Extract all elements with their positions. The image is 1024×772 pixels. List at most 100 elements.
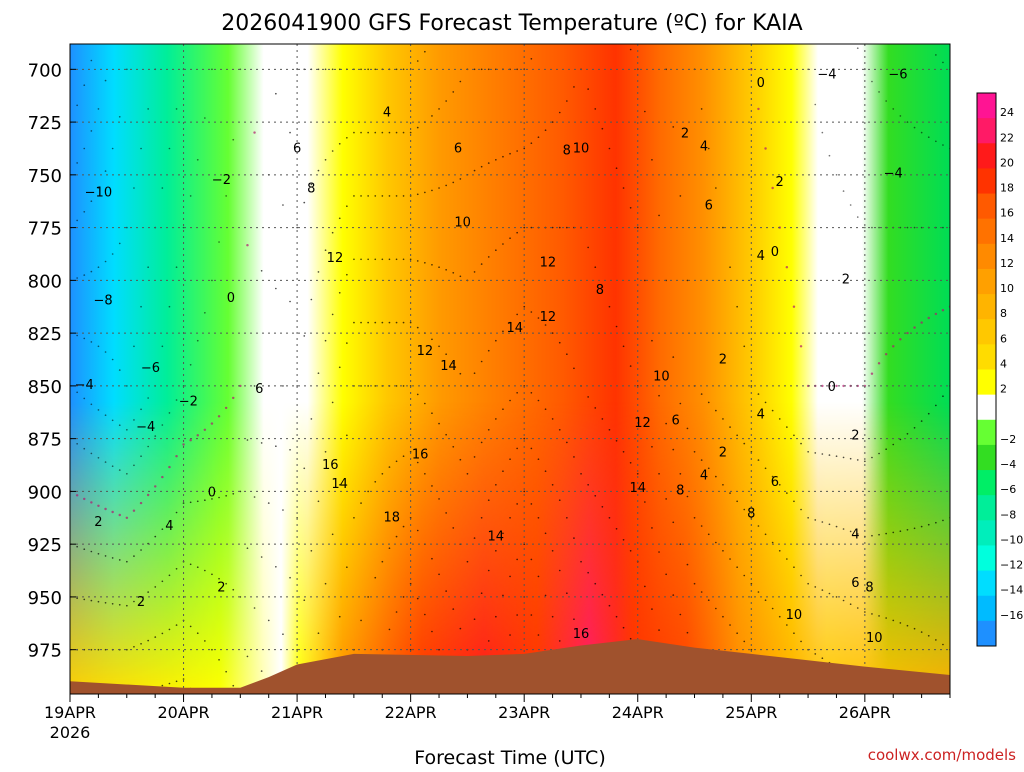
contour-label: 2 (776, 175, 784, 190)
contour-label: 0 (208, 485, 216, 500)
x-tick-label: 19APR (44, 703, 96, 722)
colorbar-label: 22 (1000, 131, 1014, 144)
contour-label: 12 (634, 416, 651, 431)
colorbar-frame (976, 92, 997, 647)
contour-label: −2 (212, 173, 231, 188)
contour-label: 12 (540, 310, 557, 325)
contour-label: 6 (454, 141, 462, 156)
contour-label: 12 (417, 344, 434, 359)
x-tick-label: 20APR (158, 703, 210, 722)
colorbar-swatch (977, 419, 996, 446)
x-tick-label: 21APR (271, 703, 323, 722)
colorbar-swatch (977, 294, 996, 320)
contour-label: 10 (573, 141, 590, 156)
contour-label: 14 (629, 481, 646, 496)
contour-label: −8 (94, 293, 113, 308)
x-axis: 19APR 20APR 21APR 22APR 23APR 24APR 25APR 26APR (44, 694, 951, 722)
contour-label: 8 (865, 580, 873, 595)
colorbar-label: −14 (1000, 584, 1023, 597)
contour-label: 2 (681, 127, 689, 142)
contour-label: 4 (383, 106, 391, 121)
x-tick-label: 23APR (498, 703, 550, 722)
contour-label: 6 (255, 382, 263, 397)
plot-frame (69, 43, 951, 695)
contour-label: 6 (851, 576, 859, 591)
contour-label: −4 (817, 68, 836, 83)
y-tick-label: 750 (28, 166, 62, 187)
y-tick-label: 700 (28, 60, 62, 81)
colorbar-label: 4 (1000, 358, 1007, 371)
contour-label: −4 (136, 420, 155, 435)
contour-label: 6 (293, 141, 301, 156)
colorbar-swatch (977, 344, 996, 370)
plot-area: −4−8−10−6−4−2−20022426681216144161812610… (70, 44, 950, 694)
colorbar-swatch (977, 93, 996, 119)
x-tick-label: 22APR (385, 703, 437, 722)
contour-label: 0 (227, 291, 235, 306)
contour-label: −2 (179, 395, 198, 410)
x-tick-label: 25APR (725, 703, 777, 722)
contour-label: 8 (596, 283, 604, 298)
colorbar-swatch (977, 545, 996, 572)
colorbar-swatch (977, 620, 996, 647)
contour-label: 10 (454, 215, 471, 230)
colorbar-label: −2 (1000, 433, 1016, 446)
colorbar-label: −12 (1000, 559, 1023, 572)
contour-label: 14 (506, 321, 523, 336)
x-tick-label: 26APR (839, 703, 891, 722)
contour-label: 2 (719, 352, 727, 367)
contour-label: −10 (85, 186, 112, 201)
colorbar-label: −8 (1000, 508, 1016, 521)
contour-label: 0 (757, 76, 765, 91)
contour-label: 14 (488, 530, 505, 545)
colorbar-label: −10 (1000, 533, 1023, 546)
colorbar-label: 10 (1000, 282, 1014, 295)
contour-label: 4 (700, 469, 708, 484)
contour-label: 10 (866, 631, 883, 646)
colorbar-label: −6 (1000, 483, 1016, 496)
contour-label: 6 (705, 198, 713, 213)
colorbar-label: 12 (1000, 257, 1014, 270)
contour-label: 8 (676, 483, 684, 498)
colorbar-swatch (977, 193, 996, 220)
colorbar-swatch (977, 570, 996, 597)
colorbar-label: −16 (1000, 609, 1023, 622)
colorbar-swatch (977, 243, 996, 270)
contour-label: 12 (540, 255, 557, 270)
contour-label: 12 (327, 251, 344, 266)
y-tick-label: 975 (28, 641, 62, 662)
colorbar-label: 20 (1000, 156, 1014, 169)
y-tick-label: 825 (28, 324, 62, 345)
colorbar-label: 18 (1000, 182, 1014, 195)
colorbar-swatch (977, 319, 996, 345)
contour-label: 6 (771, 475, 779, 490)
contour-label: 4 (165, 519, 173, 534)
colorbar-label: 8 (1000, 307, 1007, 320)
y-tick-label: 900 (28, 482, 62, 503)
y-axis: 700 725 750 775 800 825 850 875 900 925 950 975 (28, 60, 76, 662)
contour-label: 2 (137, 595, 145, 610)
colorbar-label: −4 (1000, 458, 1016, 471)
chart-title: 2026041900 GFS Forecast Temperature (ºC)… (221, 11, 802, 36)
low-level-temperature-field (70, 44, 950, 694)
contour-label: 0 (771, 245, 779, 260)
y-tick-label: 725 (28, 113, 62, 134)
colorbar-swatch (977, 444, 996, 471)
contour-label: 16 (412, 447, 429, 462)
contour-label: −6 (141, 361, 160, 376)
contour-label: 2 (851, 428, 859, 443)
colorbar-label: 6 (1000, 332, 1007, 345)
colorbar-swatch (977, 520, 996, 546)
contour-label: 4 (757, 249, 765, 264)
contour-label: 16 (573, 627, 590, 642)
colorbar-swatch (977, 470, 996, 496)
contour-label: 8 (747, 507, 755, 522)
colorbar-label: 2 (1000, 383, 1007, 396)
contour-label: 18 (383, 511, 400, 526)
y-tick-label: 800 (28, 271, 62, 292)
y-tick-label: 875 (28, 430, 62, 451)
contour-label: −4 (884, 167, 903, 182)
contour-label: −6 (888, 68, 907, 83)
